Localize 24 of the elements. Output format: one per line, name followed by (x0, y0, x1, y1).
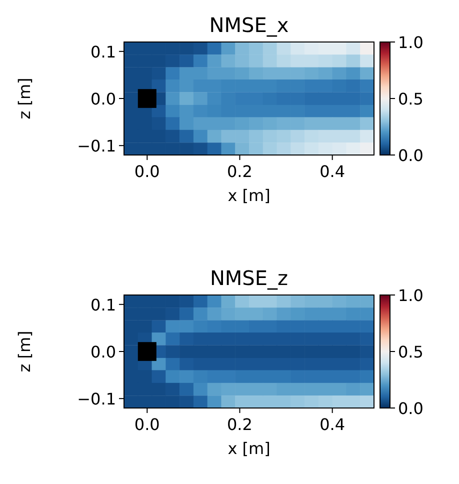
x-tick-label: 0.0 (134, 415, 160, 434)
color-bar-label: 1.0 (398, 33, 424, 52)
y-axis-title: z [m] (15, 78, 34, 120)
y-tick-label: 0.1 (90, 42, 116, 62)
x-axis-title: x [m] (228, 186, 270, 205)
chart-title: NMSE_z (210, 266, 288, 290)
color-bar-label: 0.5 (398, 342, 424, 362)
y-tick-label: −0.1 (77, 390, 116, 409)
x-tick-label: 0.4 (320, 162, 346, 181)
x-axis-title: x [m] (228, 439, 270, 458)
color-bar-label: 0.5 (398, 90, 424, 108)
y-tick-label: 0.0 (90, 342, 116, 362)
color-bar-label: 1.0 (398, 286, 424, 305)
x-tick-label: 0.4 (320, 415, 346, 434)
x-tick-label: 0.0 (134, 162, 160, 181)
color-bar-label: 0.0 (398, 399, 424, 418)
color-bar-label: 0.0 (398, 146, 424, 165)
chart-title: NMSE_x (209, 13, 289, 37)
y-axis-title: z [m] (15, 330, 34, 372)
x-tick-label: 0.2 (227, 162, 252, 181)
y-tick-label: 0.0 (90, 90, 116, 108)
y-tick-label: −0.1 (77, 136, 116, 156)
x-tick-label: 0.2 (227, 415, 252, 434)
y-tick-label: 0.1 (90, 295, 116, 314)
